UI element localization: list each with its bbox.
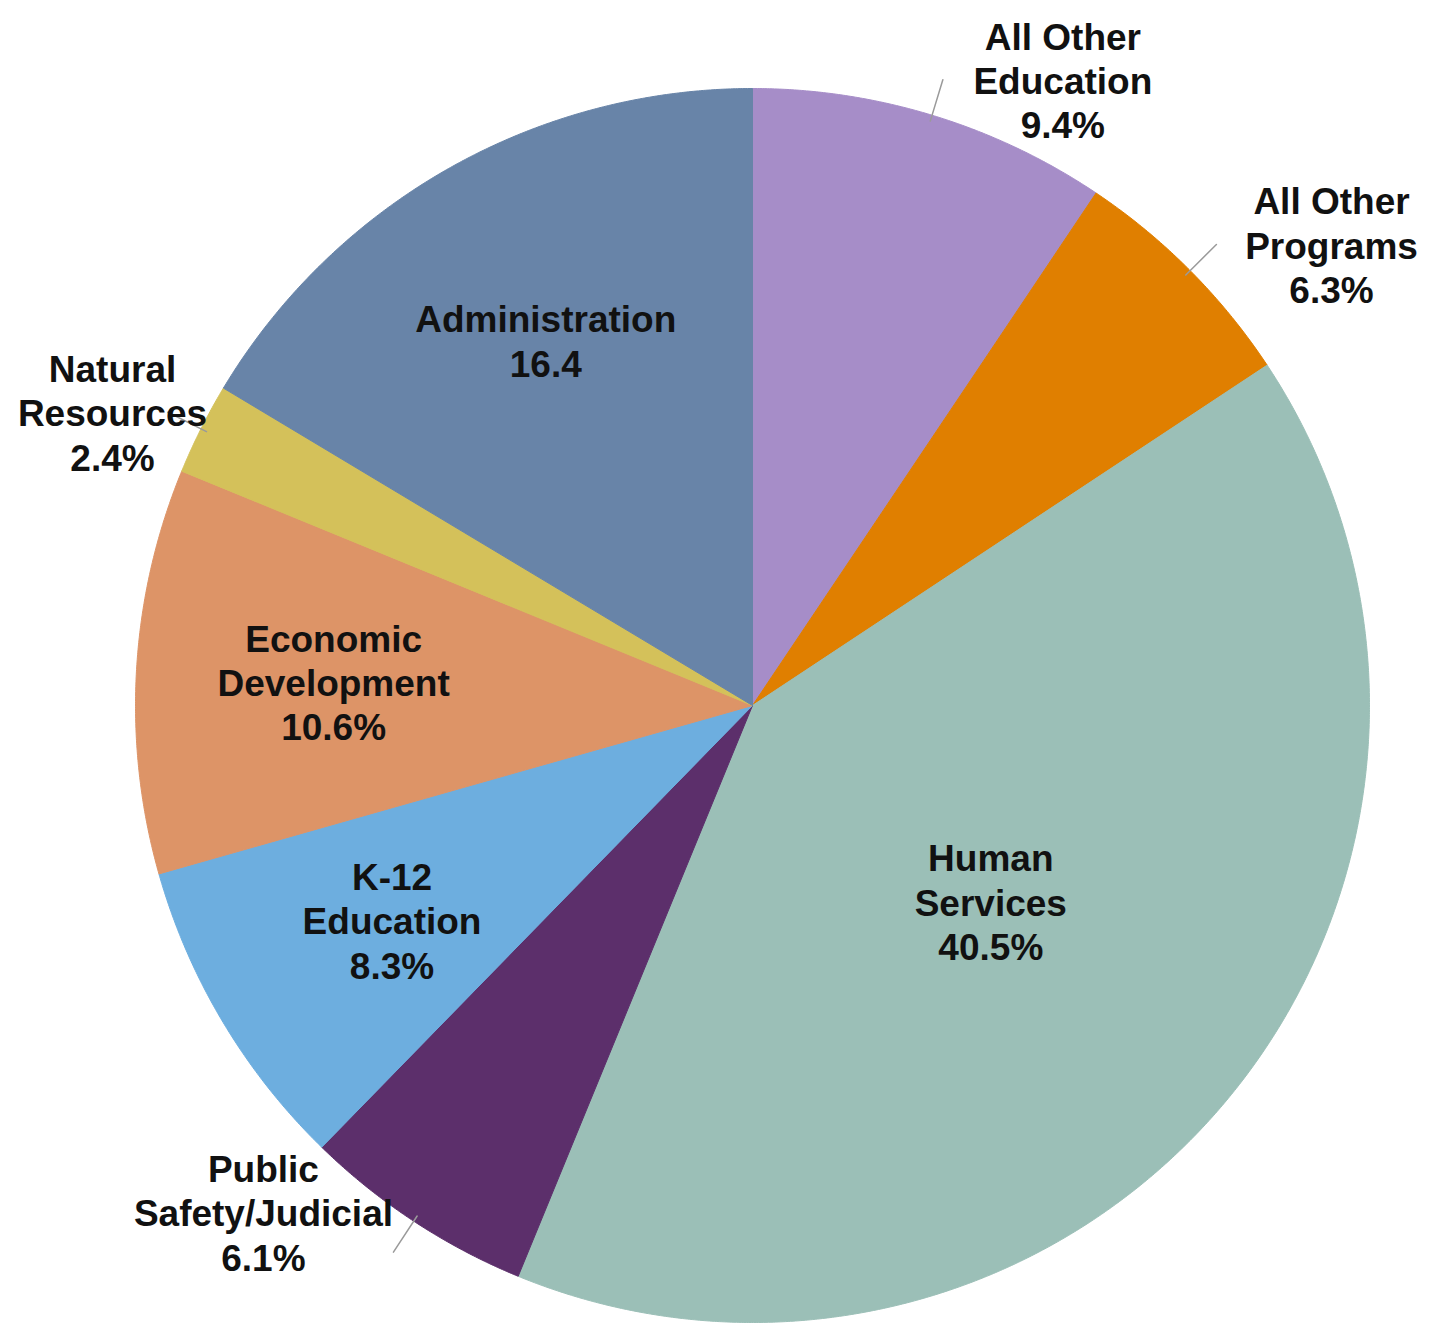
svg-text:Administration16.4: Administration16.4 [415,299,676,384]
svg-text:EconomicDevelopment10.6%: EconomicDevelopment10.6% [217,619,449,749]
svg-text:HumanServices40.5%: HumanServices40.5% [915,838,1067,968]
svg-text:All OtherPrograms6.3%: All OtherPrograms6.3% [1245,181,1418,311]
svg-text:All OtherEducation9.4%: All OtherEducation9.4% [973,17,1152,147]
svg-text:NaturalResources2.4%: NaturalResources2.4% [18,349,207,479]
svg-text:PublicSafety/Judicial6.1%: PublicSafety/Judicial6.1% [134,1149,393,1279]
svg-text:K-12Education8.3%: K-12Education8.3% [303,857,482,987]
